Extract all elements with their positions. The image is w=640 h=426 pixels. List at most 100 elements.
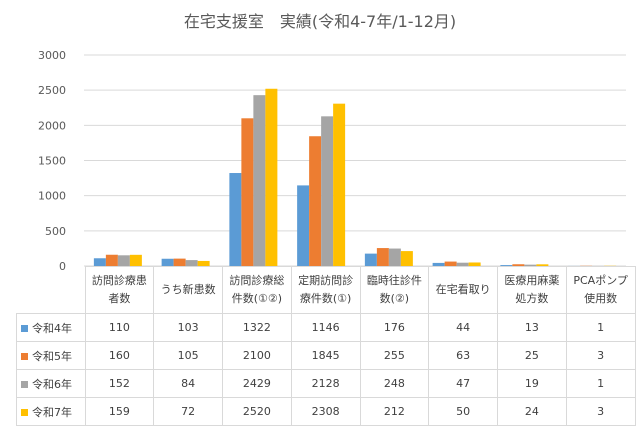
data-value-cell: 24: [498, 398, 567, 426]
category-label-line: 者数: [108, 292, 130, 305]
bar: [174, 259, 186, 266]
legend-entry: 令和5年: [17, 342, 86, 370]
data-value-cell: 105: [154, 342, 223, 370]
data-value-cell: 1322: [223, 314, 292, 342]
data-value-cell: 44: [429, 314, 498, 342]
bar: [309, 136, 321, 266]
series-name: 令和4年: [32, 322, 72, 335]
category-label: 在宅看取り: [429, 267, 498, 314]
bar: [241, 118, 253, 266]
category-label-line: 訪問診療患: [92, 274, 147, 287]
y-tick-label: 500: [45, 225, 66, 238]
category-label: 訪問診療総件数(①②): [223, 267, 292, 314]
bar: [229, 173, 241, 266]
category-label-line: PCAポンプ: [573, 274, 628, 287]
data-value-cell: 19: [498, 370, 567, 398]
bar: [130, 255, 142, 266]
data-value-cell: 72: [154, 398, 223, 426]
data-value-cell: 176: [360, 314, 429, 342]
bar: [321, 116, 333, 266]
data-value-cell: 63: [429, 342, 498, 370]
category-label: 医療用麻薬処方数: [498, 267, 567, 314]
data-value-cell: 255: [360, 342, 429, 370]
y-tick-label: 2000: [38, 119, 66, 132]
category-label-line: 件数(①②): [232, 292, 282, 305]
data-value-cell: 212: [360, 398, 429, 426]
data-value-cell: 47: [429, 370, 498, 398]
y-tick-label: 1500: [38, 155, 66, 168]
data-value-cell: 1146: [291, 314, 360, 342]
series-name: 令和7年: [32, 406, 72, 419]
category-label: PCAポンプ使用数: [566, 267, 635, 314]
bar: [162, 259, 174, 266]
category-label: 臨時往診件数(②): [360, 267, 429, 314]
data-value-cell: 2429: [223, 370, 292, 398]
data-value-cell: 25: [498, 342, 567, 370]
category-label-line: 療件数(①): [300, 292, 351, 305]
chart-data-table: 訪問診療患者数うち新患数訪問診療総件数(①②)定期訪問診療件数(①)臨時往診件数…: [16, 266, 636, 426]
bar: [377, 248, 389, 266]
category-label-line: 数(②): [380, 292, 409, 305]
data-value-cell: 2128: [291, 370, 360, 398]
category-label-line: 使用数: [584, 292, 617, 305]
bar: [118, 255, 130, 266]
category-label-line: 訪問診療総: [229, 274, 284, 287]
category-label-line: 定期訪問診: [298, 274, 353, 287]
bar: [253, 95, 265, 266]
category-label: うち新患数: [154, 267, 223, 314]
data-value-cell: 1: [566, 370, 635, 398]
bar: [265, 89, 277, 266]
data-value-cell: 84: [154, 370, 223, 398]
category-label-line: 在宅看取り: [436, 283, 491, 296]
data-value-cell: 110: [85, 314, 154, 342]
bar: [401, 251, 413, 266]
data-value-cell: 3: [566, 342, 635, 370]
data-value-cell: 159: [85, 398, 154, 426]
table-corner: [17, 267, 86, 314]
data-value-cell: 50: [429, 398, 498, 426]
legend-swatch: [21, 409, 28, 416]
bar: [297, 185, 309, 266]
category-label: 訪問診療患者数: [85, 267, 154, 314]
series-name: 令和5年: [32, 350, 72, 363]
bars: [94, 89, 616, 266]
bar: [106, 255, 118, 266]
data-value-cell: 152: [85, 370, 154, 398]
bar: [333, 104, 345, 266]
legend-swatch: [21, 325, 28, 332]
category-label-line: 臨時往診件: [367, 274, 422, 287]
series-name: 令和6年: [32, 378, 72, 391]
category-label-line: うち新患数: [161, 283, 216, 296]
data-value-cell: 160: [85, 342, 154, 370]
bar: [94, 258, 106, 266]
category-label: 定期訪問診療件数(①): [291, 267, 360, 314]
legend-entry: 令和7年: [17, 398, 86, 426]
data-value-cell: 2520: [223, 398, 292, 426]
data-value-cell: 1: [566, 314, 635, 342]
data-value-cell: 2100: [223, 342, 292, 370]
data-value-cell: 103: [154, 314, 223, 342]
y-tick-label: 1000: [38, 190, 66, 203]
legend-entry: 令和4年: [17, 314, 86, 342]
category-header-row: 訪問診療患者数うち新患数訪問診療総件数(①②)定期訪問診療件数(①)臨時往診件数…: [17, 267, 636, 314]
y-tick-label: 3000: [38, 49, 66, 62]
gridlines: [84, 55, 626, 266]
data-value-cell: 2308: [291, 398, 360, 426]
legend-swatch: [21, 353, 28, 360]
data-value-cell: 248: [360, 370, 429, 398]
category-label-line: 処方数: [515, 292, 548, 305]
legend-swatch: [21, 381, 28, 388]
data-value-cell: 3: [566, 398, 635, 426]
bar: [365, 254, 377, 266]
bar: [389, 249, 401, 266]
data-value-cell: 13: [498, 314, 567, 342]
data-value-cell: 1845: [291, 342, 360, 370]
legend-entry: 令和6年: [17, 370, 86, 398]
